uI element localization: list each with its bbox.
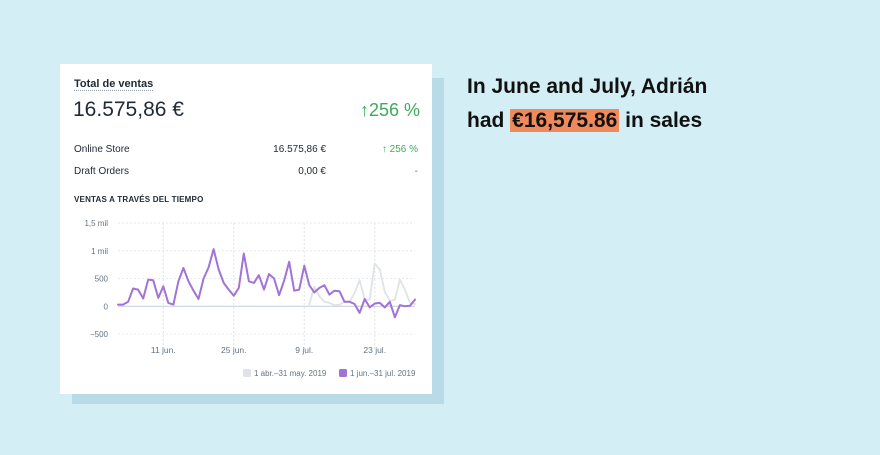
headline: In June and July, Adrián had €16,575.86 … <box>467 70 707 138</box>
row-value: 0,00 € <box>298 166 326 177</box>
y-tick-label: 500 <box>95 275 109 284</box>
y-tick-label: 1,5 mil <box>84 219 108 228</box>
row-value: 16.575,86 € <box>273 144 326 155</box>
chart-section-title: VENTAS A TRAVÉS DEL TIEMPO <box>74 195 204 204</box>
x-tick-label: 23 jul. <box>363 345 386 355</box>
y-tick-label: 0 <box>104 302 109 311</box>
headline-highlight-amount: €16,575.86 <box>510 109 620 132</box>
headline-line-1: In June and July, Adrián <box>467 75 708 98</box>
headline-line-2: had €16,575.86 in sales <box>467 104 707 138</box>
y-tick-label: 1 mil <box>91 247 108 256</box>
legend-swatch <box>243 369 251 377</box>
legend-swatch <box>339 369 347 377</box>
y-tick-label: −500 <box>90 330 109 339</box>
headline-prefix: had <box>467 109 511 132</box>
row-label: Draft Orders <box>74 166 130 177</box>
row-label: Online Store <box>74 144 130 155</box>
x-tick-label: 9 jul. <box>295 345 313 355</box>
breakdown-row-draft-orders: Draft Orders 0,00 € - <box>74 166 418 182</box>
total-change-badge: ↑256 % <box>359 100 420 120</box>
x-tick-label: 25 jun. <box>221 345 247 355</box>
legend-label[interactable]: 1 abr.–31 may. 2019 <box>254 369 327 378</box>
breakdown-row-online-store: Online Store 16.575,86 € ↑ 256 % <box>74 144 418 160</box>
sales-card: Total de ventas 16.575,86 € ↑256 % Onlin… <box>60 64 432 394</box>
legend-label[interactable]: 1 jun.–31 jul. 2019 <box>350 369 416 378</box>
card-title[interactable]: Total de ventas <box>74 78 154 90</box>
row-change: - <box>414 166 418 177</box>
series-line-current-period <box>117 248 416 319</box>
series-line-previous-period <box>308 262 416 306</box>
sales-line-chart: −500 0 500 1 mil 1,5 mil 11 jun. 25 jun. 9 jul.… <box>84 219 416 378</box>
total-sales-value: 16.575,86 € <box>73 98 184 121</box>
headline-suffix: in sales <box>619 109 703 132</box>
x-tick-label: 11 jun. <box>151 345 176 355</box>
row-change: ↑ 256 % <box>381 144 418 155</box>
